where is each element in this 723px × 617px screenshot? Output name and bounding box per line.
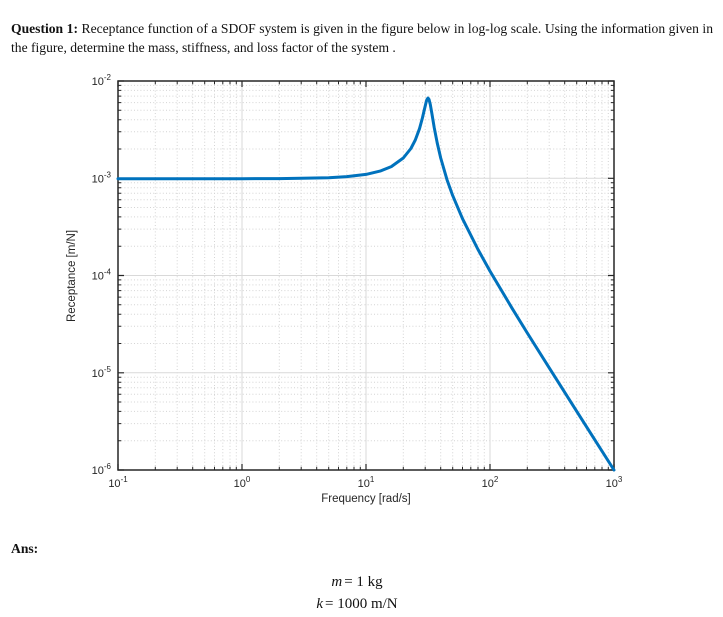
major-grid	[118, 81, 614, 470]
x-tick-label: 101	[358, 475, 375, 490]
y-tick-label: 10-3	[92, 170, 112, 185]
minor-ticks	[118, 81, 614, 470]
mass-variable: m	[331, 574, 343, 590]
receptance-figure: 10-1 100 101 102 103 10-2 10-3 10-4 10-5 10-6 Freq…	[55, 63, 665, 523]
x-axis-label: Frequency [rad/s]	[321, 493, 410, 505]
y-axis-label: Receptance [m/N]	[66, 230, 78, 322]
y-tick-labels: 10-2 10-3 10-4 10-5 10-6	[92, 73, 112, 477]
question-body: Receptance function of a SDOF system is …	[11, 20, 713, 55]
mass-value: = 1 kg	[344, 574, 383, 590]
y-tick-label: 10-5	[92, 365, 112, 380]
answer-label: Ans:	[11, 541, 39, 556]
stiffness-value: = 1000 m/N	[325, 596, 398, 612]
major-ticks	[117, 80, 615, 471]
y-tick-label: 10-4	[92, 268, 112, 283]
x-tick-labels: 10-1 100 101 102 103	[108, 475, 623, 490]
question-label: Question 1:	[11, 20, 78, 36]
y-tick-label: 10-6	[92, 462, 112, 477]
stiffness-variable: k	[316, 596, 324, 612]
receptance-chart: 10-1 100 101 102 103 10-2 10-3 10-4 10-5 10-6 Freq…	[66, 73, 623, 505]
x-tick-label: 103	[606, 475, 623, 490]
x-tick-label: 100	[234, 475, 251, 490]
x-tick-label: 10-1	[108, 475, 128, 490]
receptance-curve	[116, 96, 616, 472]
x-tick-label: 102	[482, 475, 499, 490]
equation-stiffness: k = 1000 m/N	[0, 593, 714, 615]
answer-equations: m = 1 kg k = 1000 m/N	[0, 571, 714, 615]
equation-mass: m = 1 kg	[0, 571, 714, 593]
y-tick-label: 10-2	[92, 73, 112, 88]
question-paragraph: Question 1: Receptance function of a SDO…	[11, 19, 713, 57]
